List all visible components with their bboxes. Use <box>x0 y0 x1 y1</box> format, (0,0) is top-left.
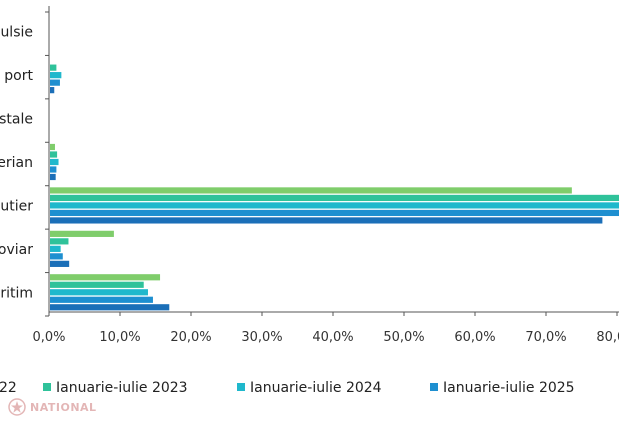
bar-utier-series-1 <box>50 194 619 202</box>
bar-utier-series-2 <box>50 202 619 209</box>
bar-ritim-series-4 <box>50 304 170 311</box>
bar-erian-series-1 <box>50 151 58 158</box>
bar-oviar-series-2 <box>50 245 61 252</box>
x-tick-label: 0,0% <box>32 330 65 345</box>
category-label: oviar <box>0 242 33 258</box>
bar-erian-series-0 <box>50 143 55 151</box>
bar-ritim-series-1 <box>50 281 144 288</box>
category-labels: ulsie port stale erian utier oviar ritim <box>0 25 34 302</box>
bar-oviar-series-1 <box>50 238 69 245</box>
x-tick-label: 10,0% <box>99 330 140 345</box>
category-label: ulsie <box>0 25 33 41</box>
bar-port-series-1 <box>50 64 57 71</box>
logo-icon <box>8 398 26 416</box>
bar-port-series-3 <box>50 79 60 86</box>
legend-label: Ianuarie-iulie 2023 <box>56 380 188 396</box>
x-tick-label: 40,0% <box>312 330 353 345</box>
axes-group <box>45 6 619 317</box>
bar-erian-series-4 <box>50 173 56 181</box>
x-tick-label: 80,0% <box>596 330 619 345</box>
x-tick-label: 60,0% <box>454 330 495 345</box>
bar-erian-series-2 <box>50 158 59 166</box>
bar-ritim-series-2 <box>50 289 148 296</box>
legend-label: Ianuarie-iulie 2024 <box>250 380 382 396</box>
x-tick-label: 20,0% <box>170 330 211 345</box>
bar-port-series-2 <box>50 72 62 79</box>
bar-ritim-series-0 <box>50 274 161 281</box>
category-label: ritim <box>0 285 33 301</box>
x-tick-labels: 0,0% 10,0% 20,0% 30,0% 40,0% 50,0% 60,0% 70,0% 8… <box>32 330 619 345</box>
bar-port-series-4 <box>50 87 55 94</box>
x-tick-label: 50,0% <box>383 330 424 345</box>
bar-oviar-series-0 <box>50 230 114 237</box>
legend: 22 Ianuarie-iulie 2023 Ianuarie-iulie 2024… <box>0 380 575 396</box>
category-label: utier <box>0 198 33 214</box>
bar-utier-series-0 <box>50 187 572 194</box>
bar-oviar-series-4 <box>50 260 70 267</box>
bar-utier-series-3 <box>50 209 619 217</box>
bars-group <box>50 64 619 311</box>
category-label: erian <box>0 155 33 171</box>
category-label: port <box>4 68 33 84</box>
watermark-text: NATIONAL <box>30 400 97 414</box>
bar-erian-series-3 <box>50 166 57 173</box>
x-tick-label: 70,0% <box>525 330 566 345</box>
x-tick-label: 30,0% <box>241 330 282 345</box>
bar-oviar-series-3 <box>50 253 63 260</box>
legend-swatch <box>237 383 245 391</box>
legend-label: Ianuarie-iulie 2025 <box>443 380 575 396</box>
legend-swatch <box>430 383 438 391</box>
legend-swatch <box>43 383 51 391</box>
bar-ritim-series-3 <box>50 296 153 303</box>
bar-utier-series-4 <box>50 217 603 224</box>
legend-label: 22 <box>0 380 17 396</box>
watermark: NATIONAL <box>8 398 97 416</box>
category-label: stale <box>0 112 33 128</box>
